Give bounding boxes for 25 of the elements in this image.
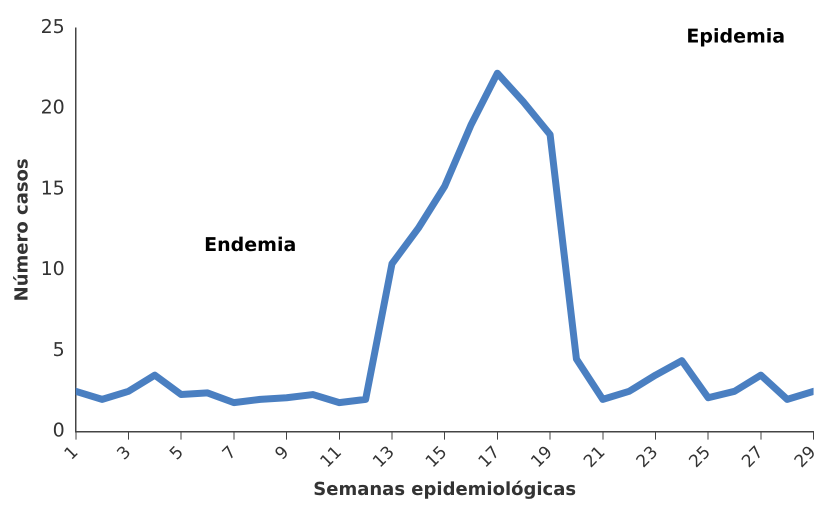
x-tick-label: 29 (790, 442, 820, 472)
y-tick-label: 20 (40, 96, 65, 119)
x-tick-label: 7 (218, 442, 241, 464)
annotation: Endemia (204, 234, 296, 256)
y-axis-title: Número casos (11, 158, 32, 302)
x-tick-label: 15 (422, 442, 452, 472)
x-tick-label: 3 (113, 442, 136, 464)
x-tick-label: 25 (685, 442, 715, 472)
y-tick-label: 25 (40, 16, 65, 38)
x-tick-label: 13 (369, 442, 399, 472)
x-tick-label: 17 (474, 442, 504, 472)
y-tick-label: 5 (52, 338, 65, 361)
annotation: Epidemia (686, 25, 786, 48)
x-tick-label: 21 (580, 442, 610, 472)
y-tick-label: 0 (52, 420, 65, 442)
x-tick-label: 27 (738, 442, 768, 472)
x-tick-label: 1 (60, 442, 82, 464)
y-tick-label: 15 (40, 177, 65, 200)
x-tick-label: 19 (527, 442, 557, 472)
x-tick-label: 9 (271, 442, 294, 464)
x-axis-title: Semanas epidemiológicas (313, 478, 576, 500)
x-tick-label: 5 (166, 442, 188, 464)
y-tick-label: 10 (40, 258, 65, 280)
x-tick-label: 11 (316, 442, 346, 472)
x-tick-label: 23 (632, 442, 662, 472)
